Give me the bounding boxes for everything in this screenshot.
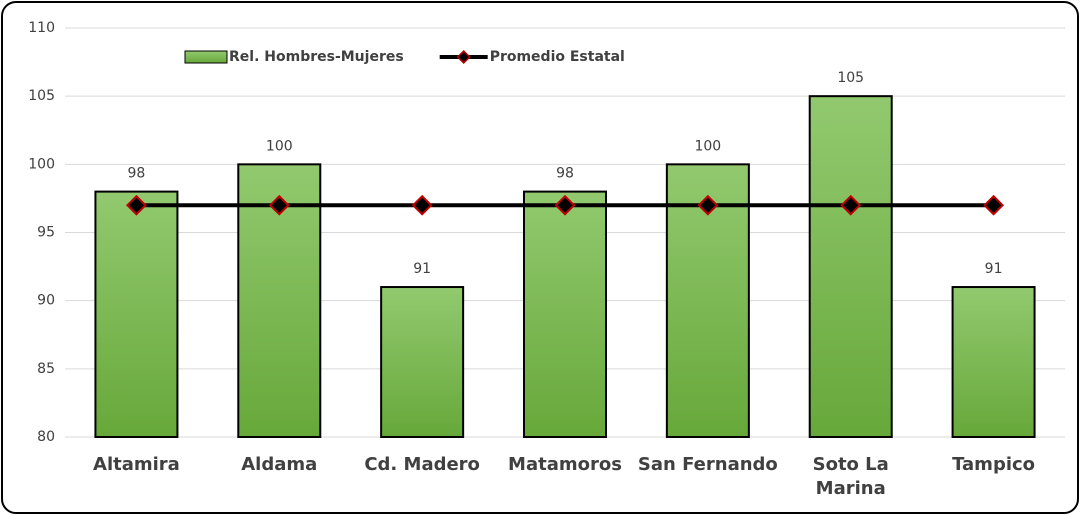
legend-label: Promedio Estatal — [490, 49, 625, 65]
marker — [126, 194, 147, 216]
data-label: 91 — [985, 261, 1003, 277]
legend-swatch — [184, 50, 228, 64]
data-label: 98 — [556, 166, 574, 182]
data-label: 98 — [128, 166, 146, 182]
x-tick-label: Soto La Marina — [812, 454, 889, 499]
y-tick-label: 90 — [37, 293, 55, 309]
data-label: 91 — [413, 261, 431, 277]
x-tick-label: Altamira — [93, 454, 180, 475]
data-label: 105 — [837, 70, 864, 86]
x-tick-label: Aldama — [241, 454, 318, 475]
bar — [951, 286, 1036, 438]
marker — [411, 194, 433, 216]
legend-label: Rel. Hombres-Mujeres — [229, 49, 404, 65]
x-tick-label: Matamoros — [508, 454, 622, 475]
y-tick-label: 105 — [28, 88, 55, 104]
y-tick-label: 80 — [37, 429, 55, 445]
x-tick-label: Tampico — [952, 454, 1036, 475]
marker — [983, 194, 1004, 216]
y-tick-label: 100 — [28, 156, 55, 172]
legend-marker — [456, 49, 471, 65]
bar — [523, 190, 607, 438]
y-tick-label: 110 — [28, 20, 55, 36]
marker — [697, 194, 719, 216]
bar — [94, 190, 179, 438]
y-tick-label: 95 — [37, 225, 55, 241]
x-tick-label: Cd. Madero — [364, 454, 480, 475]
data-label: 100 — [266, 138, 293, 154]
bar — [808, 95, 893, 439]
data-label: 100 — [694, 138, 721, 154]
marker — [840, 194, 862, 216]
y-tick-label: 85 — [37, 361, 55, 377]
marker — [268, 194, 290, 216]
bar — [380, 286, 465, 438]
x-tick-label: San Fernando — [637, 454, 778, 475]
marker — [554, 194, 576, 216]
